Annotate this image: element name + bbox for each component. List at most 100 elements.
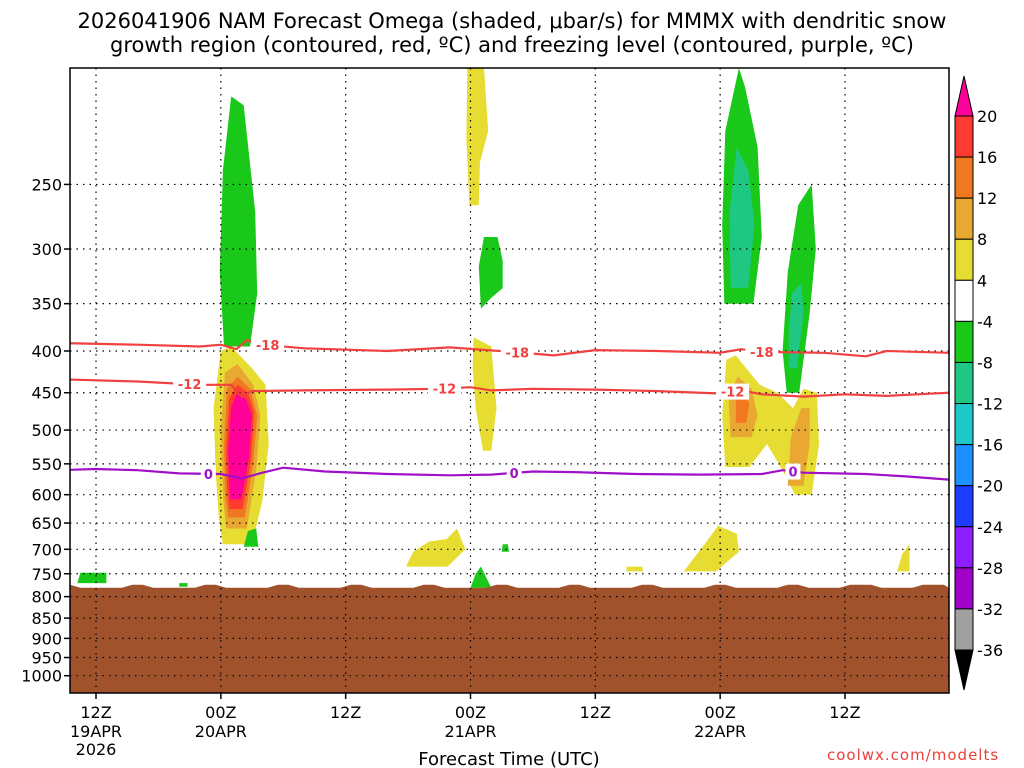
x-tick-label-72: 00Z [704,703,735,722]
y-tick-label-400: 400 [31,342,62,361]
x-tick-label-12: 12Z [80,703,111,722]
contour-label-0: 0 [788,465,797,480]
colorbar-bottom-arrow [954,649,974,691]
colorbar-swatch-2 [954,156,974,199]
colorbar-top-arrow [954,75,974,117]
y-tick-label-850: 850 [31,609,62,628]
omega-region-ascent-low-22apr [683,525,739,572]
omega-region-descent-low-b [243,528,259,547]
omega-region-ascent-low-22apr-b [626,566,644,572]
y-tick-label-900: 900 [31,629,62,648]
omega-region-descent-low-e [501,544,509,552]
colorbar-swatch-10 [954,485,974,528]
omega-region-descent-low-a [77,572,107,584]
omega-region-ascent-mid-21apr [472,337,497,451]
temperature-contours: -18 -18 -18 -12 -12 -12 0 0 0 [70,337,949,483]
colorbar-label-1: 16 [977,148,997,167]
colorbar-swatch-1 [954,115,974,158]
y-tick-label-250: 250 [31,175,62,194]
y-tick-label-750: 750 [31,565,62,584]
colorbar-label-8: -16 [977,436,1003,455]
contour-line--18 [70,338,949,358]
omega-region-descent-upper-21apr [478,237,503,309]
credit-text: coolwx.com/modelts [827,746,1000,764]
contour-label--18: -18 [506,346,530,361]
colorbar-swatch-3 [954,197,974,240]
colorbar-swatch-8 [954,403,974,446]
colorbar-swatch-4 [954,238,974,281]
y-tick-label-800: 800 [31,588,62,607]
omega-region-descent-low-c [470,566,492,588]
colorbar-label-4: 4 [977,271,987,290]
plot-area: -18 -18 -18 -12 -12 -12 0 0 0 [18,68,949,693]
colorbar-label-11: -28 [977,559,1003,578]
colorbar-label-12: -32 [977,600,1003,619]
contour-label--12: -12 [721,386,745,401]
y-tick-label-300: 300 [31,240,62,259]
omega-region-descent-low-d [179,583,188,587]
colorbar-label-7: -12 [977,395,1003,414]
plot-frame [69,67,950,694]
omega-region-descent-outer-20apr [219,96,258,347]
x-tick-label-24: 00Z [205,703,236,722]
chart-title-line-1: 2026041906 NAM Forecast Omega (shaded, μ… [77,9,947,33]
contour-label-bg [200,465,216,482]
x-tick-label-84: 12Z [829,703,860,722]
colorbar-swatch-5 [954,279,974,322]
y-tick-label-600: 600 [31,486,62,505]
contour-line--12 [70,378,949,398]
colorbar-label-6: -8 [977,353,993,372]
y-tick-label-450: 450 [31,384,62,403]
x-tick-label-36: 12Z [330,703,361,722]
omega-region-ascent-upper-21apr [466,68,489,206]
x-tick-date-72: 22APR [694,722,746,741]
contour-label--12: -12 [178,378,202,393]
terrain [70,584,949,693]
y-axis: 2503003504004505005506006507007508008509… [21,175,70,686]
contour-label-bg [500,344,534,361]
x-tick-date-48: 21APR [444,722,496,741]
colorbar-label-3: 8 [977,230,987,249]
contour-label-bg [716,383,750,400]
x-tick-date-24: 20APR [195,722,247,741]
omega-region-descent-low-left [18,534,28,579]
chart-title-line-2: growth region (contoured, red, ºC) and f… [110,33,914,57]
y-tick-label-350: 350 [31,295,62,314]
contour-label-0: 0 [204,468,213,483]
omega-region-ascent-20-20apr [228,392,252,500]
y-tick-label-550: 550 [31,455,62,474]
x-tick-date-12: 19APR [70,722,122,741]
y-tick-label-500: 500 [31,421,62,440]
contour-label--18: -18 [256,339,280,354]
colorbar-label-13: -36 [977,641,1003,660]
y-tick-label-1000: 1000 [21,667,62,686]
colorbar-swatch-9 [954,444,974,487]
x-tick-label-48: 00Z [455,703,486,722]
omega-region-ascent-low-21apr [406,528,466,567]
colorbar-swatch-6 [954,320,974,363]
contour-label--18: -18 [750,346,774,361]
colorbar-label-10: -24 [977,518,1003,537]
contour-label-bg [506,464,522,481]
colorbar-label-0: 20 [977,107,997,126]
contour-label-bg [251,337,285,354]
contour-label-0: 0 [510,467,519,482]
omega-region-ascent-low-right [897,544,910,572]
colorbar-swatch-7 [954,361,974,405]
x-tick-label-60: 12Z [580,703,611,722]
colorbar-label-9: -20 [977,477,1003,496]
terrain-below-surface [70,584,949,693]
omega-region-descent-upper-22apr-core [729,147,755,289]
colorbar-swatch-11 [954,526,974,569]
contour-label--12: -12 [433,382,457,397]
y-tick-label-950: 950 [31,649,62,668]
contour-label-bg [745,343,779,360]
y-tick-label-700: 700 [31,540,62,559]
colorbar-label-5: -4 [977,312,993,331]
y-tick-label-650: 650 [31,514,62,533]
colorbar: 20 16 12 8 4 -4 -8 -12 -16 -20 -24 -28 -32 -36 [954,75,1003,691]
x-tick-year-12: 2026 [76,740,117,759]
colorbar-swatch-12 [954,567,974,610]
